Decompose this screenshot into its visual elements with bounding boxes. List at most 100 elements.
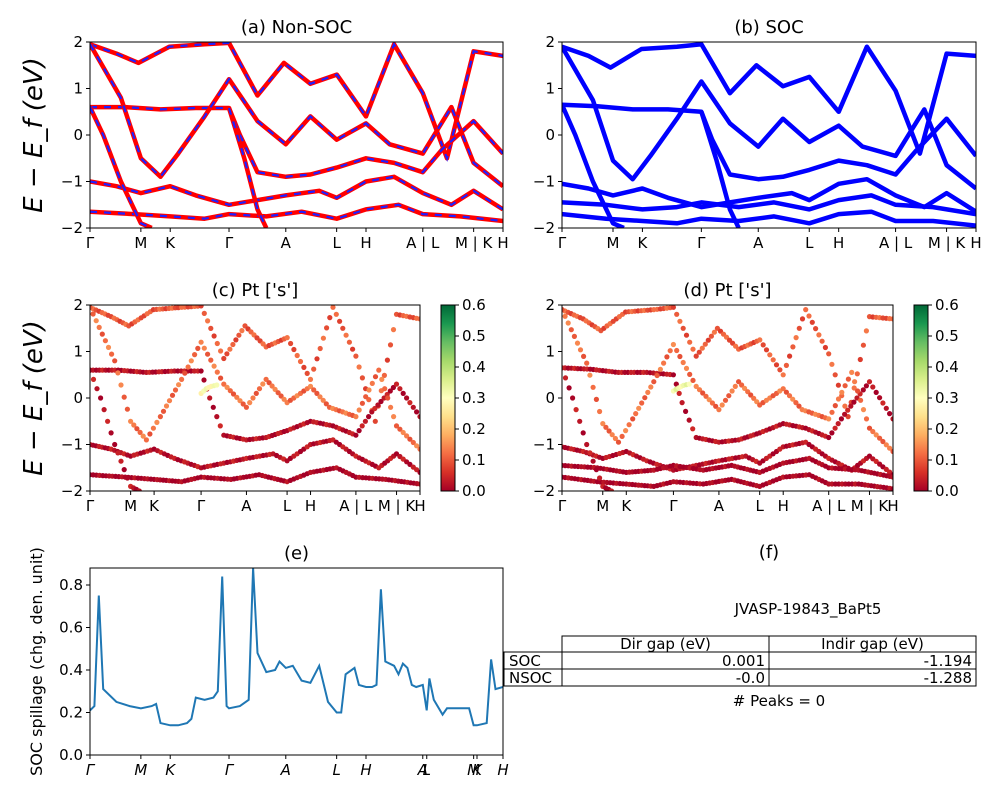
plot-area-d <box>562 305 893 491</box>
band-point-c-0-87 <box>359 375 365 381</box>
band-point-d-5-94 <box>860 407 867 413</box>
band-point-d-7-4 <box>573 407 579 413</box>
band-point-d-0-85 <box>826 351 832 357</box>
band-point-d-3-103 <box>890 474 893 480</box>
x-tick-label-e-1: M <box>134 761 147 779</box>
y-tick-label-e-1: 0.2 <box>59 704 83 722</box>
band-point-d-5-40 <box>687 371 693 377</box>
band-point-d-7-5 <box>577 418 583 424</box>
band-point-c-1-89 <box>372 405 378 412</box>
x-tick-label-b-0: Γ <box>558 234 567 252</box>
band-point-c-1-41 <box>217 423 223 429</box>
y-axis-label-e: SOC spillage (chg. den. unit) <box>27 547 46 776</box>
band-point-c-4-54 <box>260 381 266 387</box>
band-point-c-4-41 <box>218 375 224 381</box>
x-tick-label-d-3: Γ <box>669 497 678 515</box>
band-point-d-0-93 <box>851 385 857 391</box>
x-tick-label-d-2: K <box>621 497 632 515</box>
band-point-c-4-23 <box>160 408 167 414</box>
band-point-c-4-2 <box>93 318 99 324</box>
band-point-c-4-99 <box>404 433 410 439</box>
band-point-d-5-44 <box>700 390 706 396</box>
band-point-c-0-41 <box>214 340 220 347</box>
band-point-d-5-48 <box>713 403 719 409</box>
band-point-d-0-77 <box>799 316 806 322</box>
colorbar-tick-label-d-6: 0.6 <box>935 296 959 314</box>
band-point-d-1-89 <box>845 407 851 413</box>
band-point-d-1-41 <box>690 426 696 432</box>
band-point-d-5-101 <box>883 442 889 448</box>
band-point-d-0-65 <box>760 342 766 348</box>
x-tick-label-c-9: H <box>414 497 425 515</box>
band-point-d-1-94 <box>860 387 866 393</box>
y-tick-label-b-2: 0 <box>545 126 555 144</box>
table-cell-1-1: -1.288 <box>924 669 972 687</box>
colorbar-tick-label-c-0: 0.0 <box>462 482 486 500</box>
band-point-d-5-37 <box>677 353 683 360</box>
band-point-d-5-25 <box>639 400 645 406</box>
band-point-c-4-69 <box>307 383 314 389</box>
x-tick-label-b-5: L <box>805 234 814 252</box>
band-point-d-5-52 <box>726 393 732 399</box>
band-point-c-0-40 <box>211 333 217 339</box>
y-tick-label-a-2: 0 <box>73 126 83 144</box>
table-row-1 <box>503 668 977 687</box>
band-point-c-6-7 <box>112 441 118 448</box>
band-point-c-4-88 <box>369 380 375 386</box>
band-point-c-0-96 <box>387 342 394 348</box>
y-tick-label-d-0: −2 <box>533 482 555 500</box>
band-point-c-4-33 <box>192 352 198 358</box>
band-point-c-0-94 <box>381 372 387 378</box>
band-point-d-5-100 <box>880 438 886 445</box>
band-point-d-5-42 <box>693 383 699 389</box>
band-point-d-0-69 <box>773 362 780 368</box>
band-point-c-4-93 <box>385 395 391 401</box>
panel-f: (f) JVASP-19843_BaPt5 Dir gap (eV) Indir ga… <box>503 542 977 710</box>
band-point-d-5-18 <box>615 439 622 445</box>
colorbar-tick-label-d-0: 0.0 <box>935 482 959 500</box>
band-point-c-4-31 <box>185 364 191 370</box>
band-point-c-4-83 <box>353 414 359 420</box>
band-dash-a-3 <box>90 203 503 223</box>
band-point-d-5-9 <box>587 372 593 378</box>
band-point-d-5-5 <box>574 340 581 346</box>
band-point-d-5-36 <box>674 347 680 354</box>
band-point-c-0-66 <box>291 346 297 353</box>
band-point-d-5-85 <box>832 403 838 409</box>
band-point-d-5-10 <box>590 384 596 390</box>
band-point-c-4-55 <box>263 376 269 382</box>
band-point-c-0-74 <box>317 345 323 352</box>
band-point-d-1-83 <box>826 434 832 441</box>
band-point-c-4-12 <box>124 406 130 412</box>
band-point-d-0-39 <box>680 325 686 331</box>
band-point-c-4-28 <box>176 382 182 388</box>
band-point-d-5-15 <box>606 428 612 434</box>
band-point-d-7-0 <box>562 365 565 371</box>
band-point-c-4-70 <box>311 387 317 393</box>
band-point-c-4-18 <box>143 437 149 443</box>
x-tick-label-c-8: M | K <box>378 497 417 515</box>
band-point-c-4-1 <box>90 311 96 317</box>
band-point-d-1-100 <box>880 400 886 406</box>
x-tick-label-a-1: M <box>134 234 147 252</box>
peaks-label: # Peaks = 0 <box>733 692 825 710</box>
band-point-d-0-84 <box>822 344 829 351</box>
band-point-c-1-102 <box>414 409 420 415</box>
band-point-c-0-43 <box>221 355 227 362</box>
band-point-d-5-27 <box>645 389 651 395</box>
band-point-c-1-40 <box>214 414 220 420</box>
band-point-c-1-39 <box>210 404 216 410</box>
band-point-c-4-14 <box>131 422 137 428</box>
band-point-c-4-52 <box>253 390 259 396</box>
band-line-b-6 <box>562 103 625 228</box>
band-point-d-0-80 <box>809 319 815 325</box>
band-point-c-4-58 <box>272 386 278 392</box>
band-point-c-4-32 <box>188 358 194 364</box>
x-tick-label-e-4: A <box>280 761 291 779</box>
x-tick-label-d-4: A <box>714 497 725 515</box>
band-point-d-5-26 <box>642 395 648 401</box>
band-point-c-6-6 <box>108 430 114 436</box>
band-point-c-0-83 <box>346 339 352 345</box>
